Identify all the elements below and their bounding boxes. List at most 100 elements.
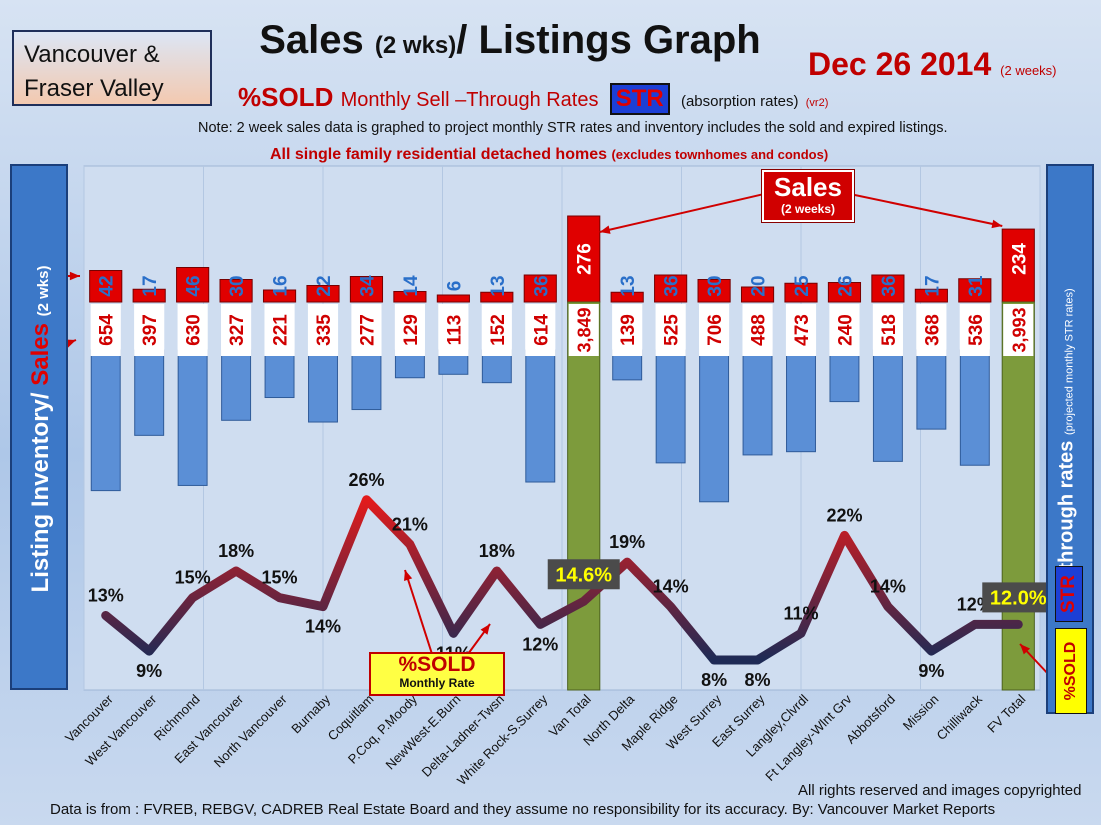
inventory-value-label: 335 [314, 314, 335, 346]
inventory-label-box [612, 304, 643, 356]
sales-value-label: 31 [966, 275, 987, 297]
inventory-bar [742, 349, 773, 456]
sales-bar [914, 288, 948, 303]
region-box: Vancouver & Fraser Valley [12, 30, 212, 106]
scope-subtitle: All single family residential detached h… [270, 146, 828, 164]
sales-value-label: 22 [314, 275, 335, 296]
pointer-arrowhead [1020, 644, 1031, 655]
sales-value-label: 234 [1009, 243, 1030, 275]
source-note: Data is from : FVREB, REBGV, CADREB Real… [50, 801, 996, 818]
str-badge: STR [609, 83, 670, 115]
inventory-bar [177, 349, 208, 486]
inventory-value-label: 614 [531, 314, 552, 346]
inventory-label-box [655, 304, 686, 356]
pointer-arrow [404, 569, 433, 655]
inventory-label-box [742, 304, 773, 356]
inventory-bar [699, 349, 730, 503]
sales-value-label: 26 [835, 275, 856, 296]
sold-callout-title: %SOLD [398, 653, 476, 676]
percent-label: 11% [783, 603, 818, 623]
percent-label: 13% [88, 586, 124, 606]
percent-label: 8% [745, 670, 771, 690]
inventory-label-box [1003, 304, 1034, 356]
inventory-label-box [351, 304, 382, 356]
inventory-value-label: 221 [271, 314, 292, 346]
sales-bar [740, 286, 775, 303]
inventory-label-box [699, 304, 730, 356]
sales-value-label: 36 [879, 275, 900, 296]
sales-callout-title: Sales [774, 172, 842, 202]
inventory-label-box [525, 304, 556, 356]
total-percent-box [982, 582, 1055, 613]
absorption-label: (absorption rates) [680, 93, 799, 110]
sales-bar [567, 215, 601, 303]
sales-value-label: 14 [401, 275, 422, 297]
date-note: (2 weeks) [1000, 63, 1057, 78]
inventory-bar [351, 349, 382, 411]
inventory-label-box [221, 304, 252, 356]
sales-axis-label: Sales [27, 323, 54, 386]
left-axis-panel: Listing Inventory/ Sales (2 wks) [10, 164, 68, 690]
sales-bar [610, 291, 644, 303]
sold-label: %SOLD [238, 82, 334, 112]
inventory-bar [221, 349, 252, 421]
pointer-arrowhead [480, 624, 490, 635]
percent-label: 19% [609, 532, 645, 552]
category-label: Chilliwack [933, 691, 985, 743]
sales-value-label: 20 [749, 275, 770, 296]
inventory-value-label: 525 [662, 314, 683, 346]
copyright-note: All rights reserved and images copyright… [798, 782, 1082, 799]
percent-label: 8% [701, 670, 727, 690]
region-line-1: Vancouver & [24, 41, 160, 68]
sales-bar [958, 278, 992, 303]
sales-bar [349, 276, 384, 303]
inventory-value-label: 240 [835, 314, 856, 346]
inventory-bar [90, 349, 121, 492]
inventory-value-label: 152 [488, 314, 509, 346]
percent-label: 14% [870, 577, 906, 597]
str-axis-sub: (projected monthly STR rates) [1063, 288, 1076, 436]
sales-value-label: 16 [271, 275, 292, 296]
total-inventory-bar [567, 301, 601, 691]
percent-label: 22% [826, 505, 862, 525]
inventory-label-box [916, 304, 947, 356]
inventory-bar [786, 349, 816, 453]
sales-bar [262, 289, 297, 303]
sales-value-label: 13 [618, 275, 639, 296]
inventory-bar [916, 349, 947, 430]
scope-note: (excludes townhomes and condos) [611, 147, 829, 162]
inventory-label-box [438, 304, 469, 356]
total-percent-box [547, 559, 620, 590]
inventory-bar [959, 349, 990, 466]
inventory-value-label: 630 [184, 314, 205, 346]
inventory-value-label: 706 [705, 314, 726, 346]
right-str-text: STR [1058, 575, 1079, 613]
pointer-arrowhead [991, 219, 1003, 229]
inventory-label-box [264, 304, 295, 356]
sales-value-label: 30 [227, 275, 248, 296]
right-sold-badge: %SOLD [1055, 628, 1087, 714]
inventory-bar [655, 349, 686, 464]
inventory-bar [308, 349, 338, 423]
title-paren: (2 wks) [374, 32, 457, 59]
inventory-label-box [481, 304, 512, 356]
pointer-arrowhead [599, 225, 611, 234]
sales-bar [480, 291, 514, 303]
category-label: FV Total [984, 691, 1028, 735]
title-rest: / Listings Graph [456, 18, 761, 62]
inventory-value-label: 3,849 [575, 307, 595, 352]
sales-bar [132, 288, 166, 303]
left-axis-label: Listing Inventory/ Sales (2 wks) [27, 266, 55, 593]
percent-label: 15% [175, 568, 211, 588]
percent-label: 14% [653, 577, 689, 597]
inventory-value-label: 3,993 [1009, 307, 1029, 352]
sales-bar [654, 274, 688, 303]
sales-value-label: 46 [184, 275, 205, 296]
inventory-label-box [959, 304, 990, 356]
inventory-bar [134, 349, 165, 436]
inventory-bar [264, 349, 295, 399]
inventory-value-label: 277 [357, 314, 378, 346]
inventory-label-box [785, 304, 817, 356]
sales-value-label: 36 [662, 275, 683, 296]
inventory-value-label: 654 [97, 314, 118, 346]
